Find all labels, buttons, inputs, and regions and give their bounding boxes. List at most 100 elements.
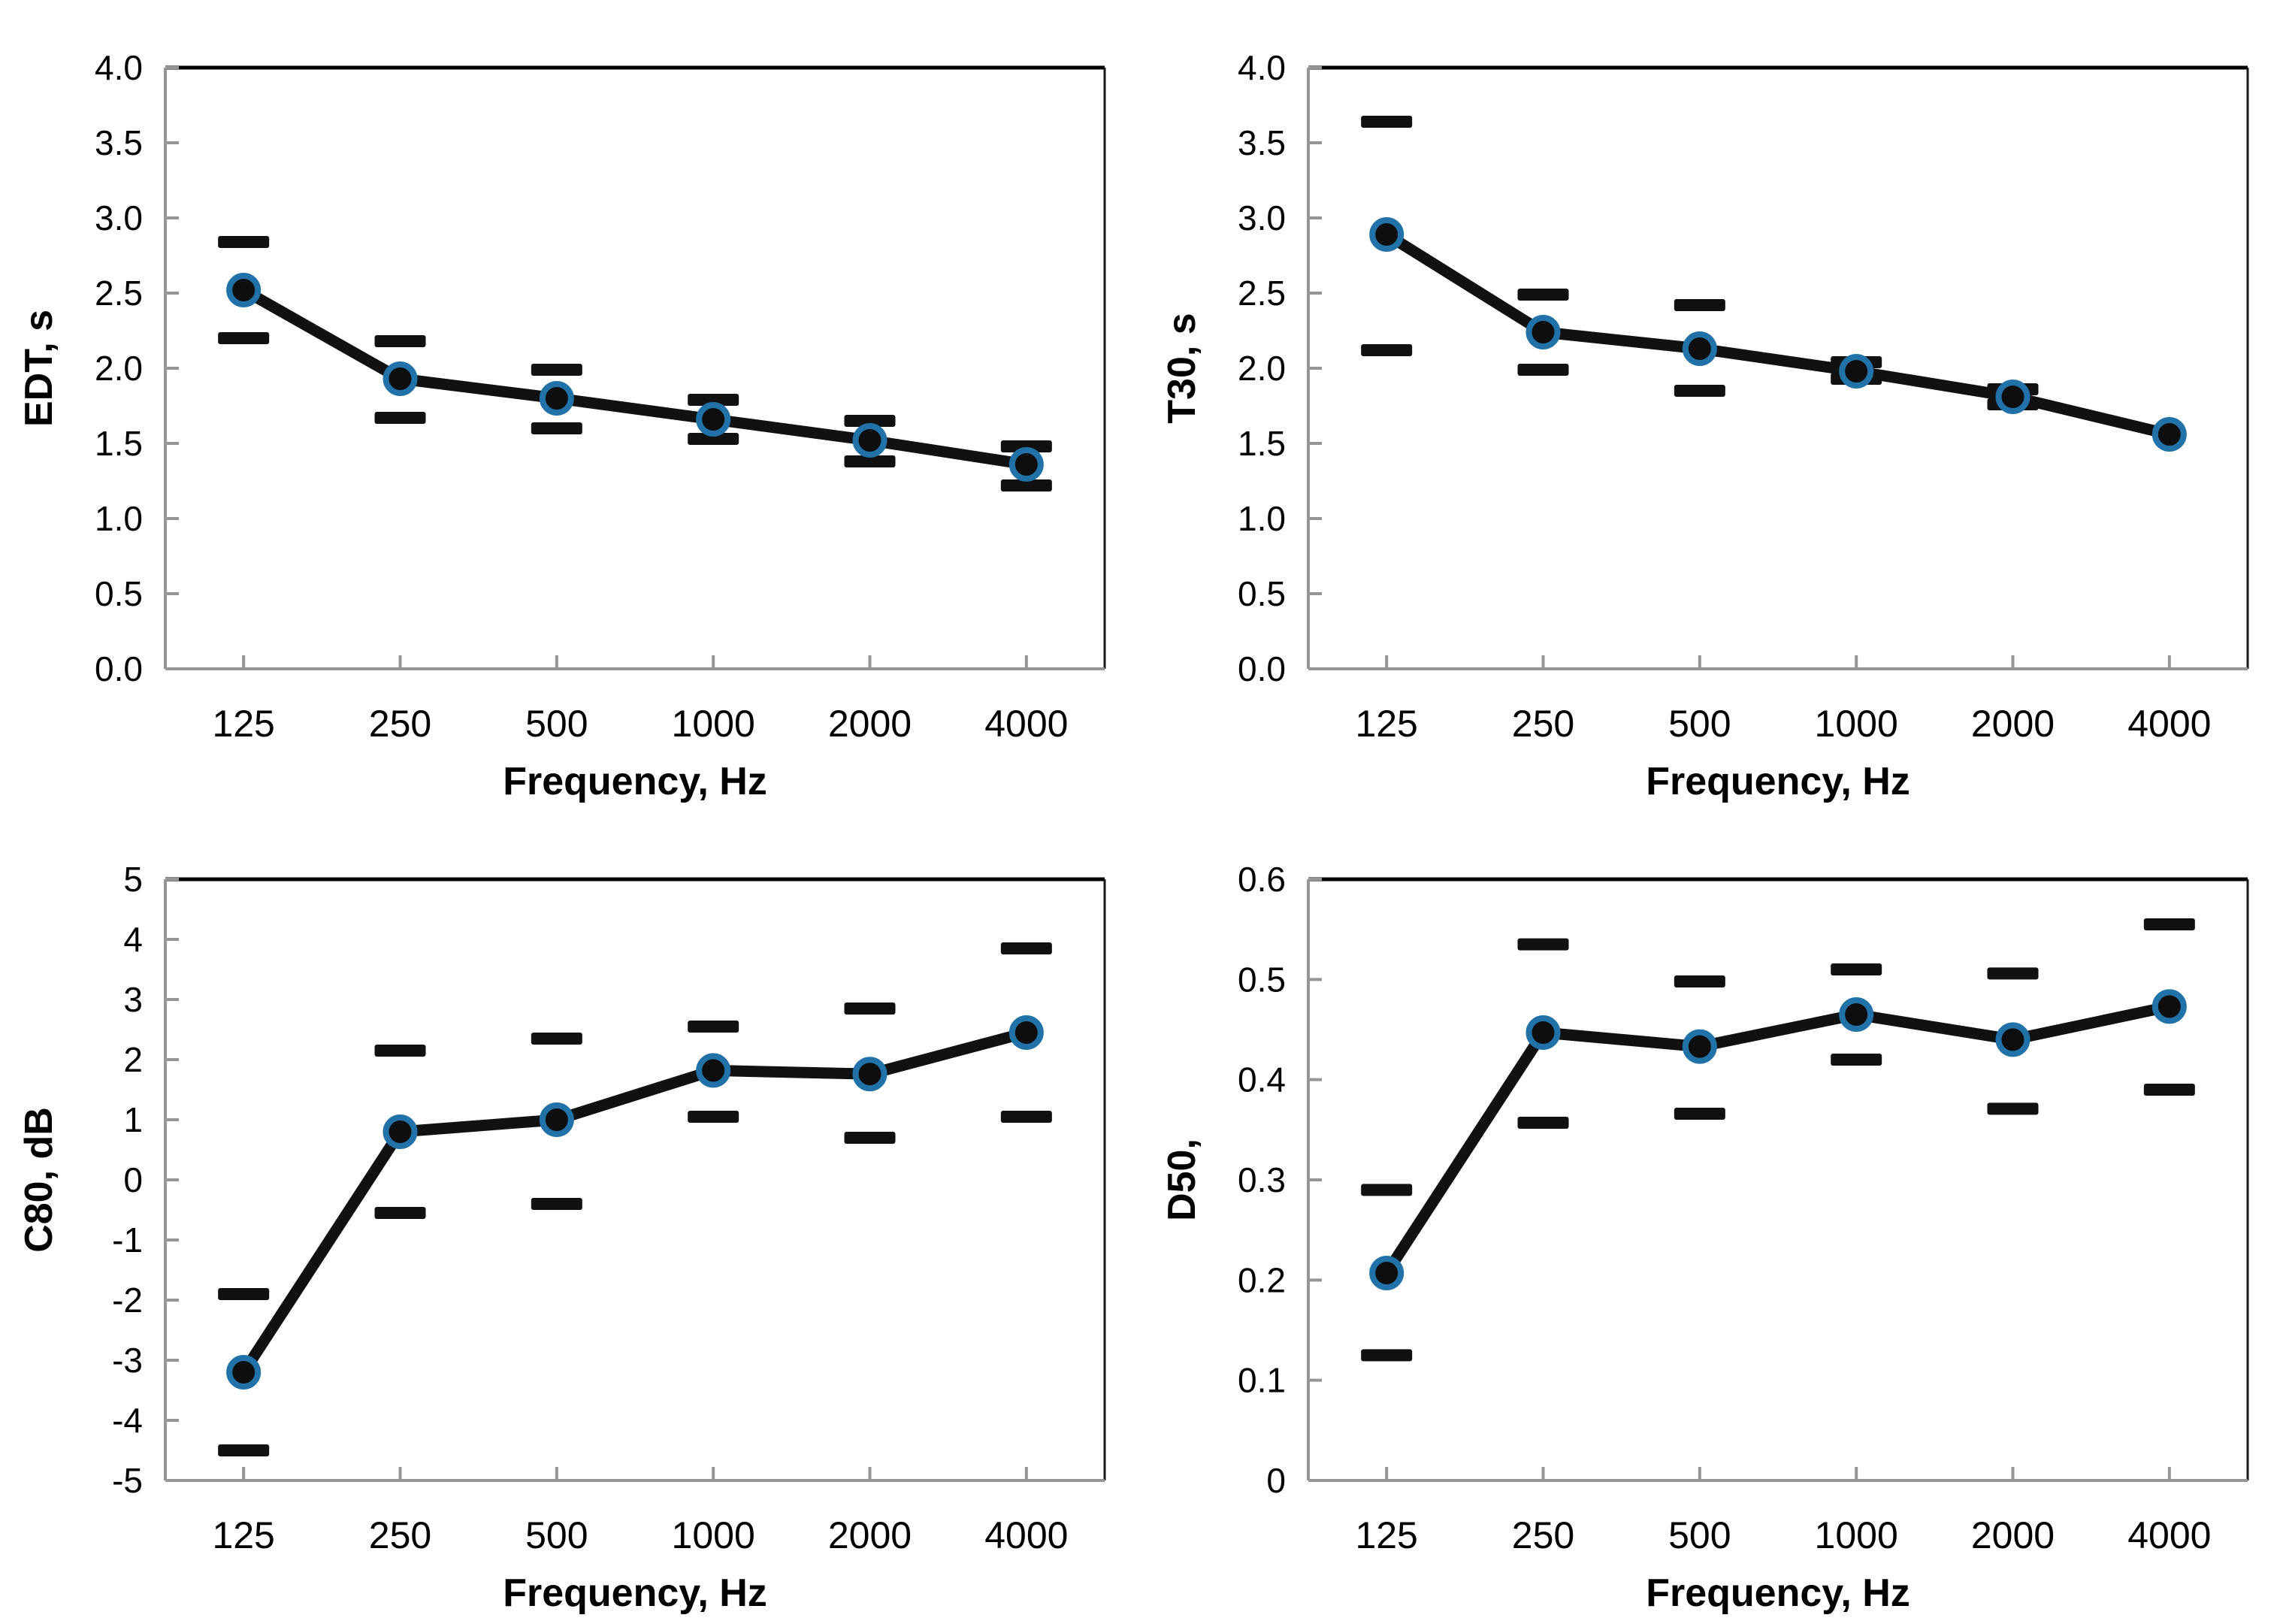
y-tick-label: 2 (123, 1040, 143, 1079)
error-cap-lower (1831, 1054, 1882, 1066)
y-tick-label: 4 (123, 920, 143, 959)
error-cap-upper (688, 394, 739, 406)
error-cap-lower (1517, 1117, 1569, 1129)
data-point (1526, 315, 1561, 349)
data-point (539, 381, 574, 416)
series-line (1380, 228, 2176, 440)
y-tick-label: -5 (112, 1461, 143, 1500)
x-tick-label: 125 (1355, 703, 1417, 745)
x-tick-label: 125 (1355, 1514, 1417, 1556)
error-cap-lower (2143, 1084, 2195, 1096)
data-point (1369, 1256, 1405, 1290)
y-tick-label: 1.5 (95, 424, 143, 463)
x-tick-label: 4000 (984, 703, 1068, 745)
data-point (1839, 997, 1874, 1032)
series-line (237, 1027, 1033, 1378)
data-point (1008, 447, 1044, 482)
error-cap-lower (688, 433, 739, 445)
data-point (1839, 354, 1874, 389)
y-tick-label: 1.0 (95, 499, 143, 538)
y-tick-label: 0.0 (95, 649, 143, 688)
data-point (539, 1102, 574, 1137)
y-tick-label: -2 (112, 1281, 143, 1320)
error-cap-upper (688, 1021, 739, 1033)
y-tick-label: 0.5 (1238, 574, 1286, 613)
data-point (2151, 417, 2187, 452)
data-point (1682, 331, 1717, 366)
error-cap-lower (531, 422, 582, 434)
error-cap-lower (688, 1111, 739, 1123)
error-cap-upper (531, 364, 582, 376)
x-tick-label: 2000 (1971, 1514, 2055, 1556)
data-point (1008, 1015, 1044, 1050)
y-tick-label: 5 (123, 860, 143, 899)
y-tick-label: 1.5 (1238, 424, 1286, 463)
x-tick-label: 250 (369, 1514, 431, 1556)
edt-chart-panel: EDT, s 0.0 0.5 1.0 1.5 2.0 2.5 3.0 3.5 4.0 125 250… (0, 0, 1143, 812)
x-tick-label: 1000 (1815, 1514, 1898, 1556)
error-cap-lower (218, 332, 270, 344)
x-tick-label: 4000 (2127, 1514, 2211, 1556)
error-cap-lower (1517, 364, 1569, 376)
x-tick-label: 2000 (1971, 703, 2055, 745)
data-point (852, 1057, 887, 1092)
x-tick-label: 4000 (2127, 703, 2211, 745)
error-cap-upper (1517, 289, 1569, 301)
error-cap-upper (844, 1003, 896, 1015)
error-cap-lower (1674, 385, 1725, 397)
data-point (1682, 1029, 1717, 1064)
error-cap-upper (1674, 299, 1725, 311)
error-cap-lower (1000, 1111, 1052, 1123)
y-tick-label: 0.4 (1238, 1060, 1286, 1099)
x-tick-label: 1000 (1815, 703, 1898, 745)
y-tick-label: 0.5 (95, 574, 143, 613)
error-cap-upper (1674, 975, 1725, 987)
y-tick-label: 1 (123, 1100, 143, 1139)
error-cap-upper (531, 1033, 582, 1045)
error-cap-upper (1000, 942, 1052, 954)
error-cap-upper (1000, 440, 1052, 452)
x-tick-label: 500 (525, 1514, 588, 1556)
d50-chart-plot: 0 0.1 0.2 0.3 0.4 0.5 0.6 125 250 500 1000 2000 4000 (1238, 860, 2249, 1556)
c80-x-axis-title: Frequency, Hz (503, 1571, 767, 1615)
error-cap-lower (1361, 1349, 1413, 1362)
y-tick-label: -4 (112, 1401, 143, 1440)
t30-x-axis-title: Frequency, Hz (1646, 760, 1910, 803)
data-point (696, 1053, 731, 1088)
data-point (2151, 989, 2187, 1024)
y-tick-label: 0.6 (1238, 860, 1286, 899)
error-cap-lower (1000, 479, 1052, 491)
y-tick-label: 1.0 (1238, 499, 1286, 538)
x-tick-label: 1000 (672, 1514, 755, 1556)
error-cap-lower (218, 1444, 270, 1456)
x-tick-label: 2000 (828, 703, 912, 745)
x-tick-label: 500 (1668, 703, 1731, 745)
y-tick-label: 3.5 (95, 123, 143, 162)
error-cap-upper (374, 335, 426, 347)
edt-x-axis-title: Frequency, Hz (503, 760, 767, 803)
y-tick-label: 0.2 (1238, 1260, 1286, 1299)
d50-x-axis-title: Frequency, Hz (1646, 1571, 1910, 1615)
d50-chart-panel: D50, 0 0.1 0.2 0.3 0.4 0.5 0.6 125 250 500 1000 200… (1143, 812, 2286, 1624)
x-tick-label: 4000 (984, 1514, 1068, 1556)
y-tick-label: 4.0 (95, 48, 143, 87)
error-cap-lower (1361, 344, 1413, 356)
data-point (1526, 1015, 1561, 1050)
series-line (237, 284, 1033, 470)
error-cap-lower (844, 1132, 896, 1144)
error-cap-upper (374, 1045, 426, 1057)
data-point (1995, 1022, 2030, 1057)
y-tick-label: 0.5 (1238, 960, 1286, 999)
y-tick-label: 0 (1266, 1461, 1286, 1500)
c80-chart-plot: -5 -4 -3 -2 -1 0 1 2 3 4 5 125 250 500 1000 2000 4000 (112, 860, 1106, 1556)
error-cap-upper (844, 415, 896, 427)
y-tick-label: 3.5 (1238, 123, 1286, 162)
x-tick-label: 250 (1512, 703, 1574, 745)
x-tick-label: 125 (212, 703, 274, 745)
error-cap-upper (2143, 918, 2195, 930)
x-tick-label: 500 (1668, 1514, 1731, 1556)
c80-chart-panel: C80, dB -5 -4 -3 -2 -1 0 1 2 3 4 5 125 250 500 1000 200… (0, 812, 1143, 1624)
data-point (696, 402, 731, 437)
y-tick-label: 4.0 (1238, 48, 1286, 87)
